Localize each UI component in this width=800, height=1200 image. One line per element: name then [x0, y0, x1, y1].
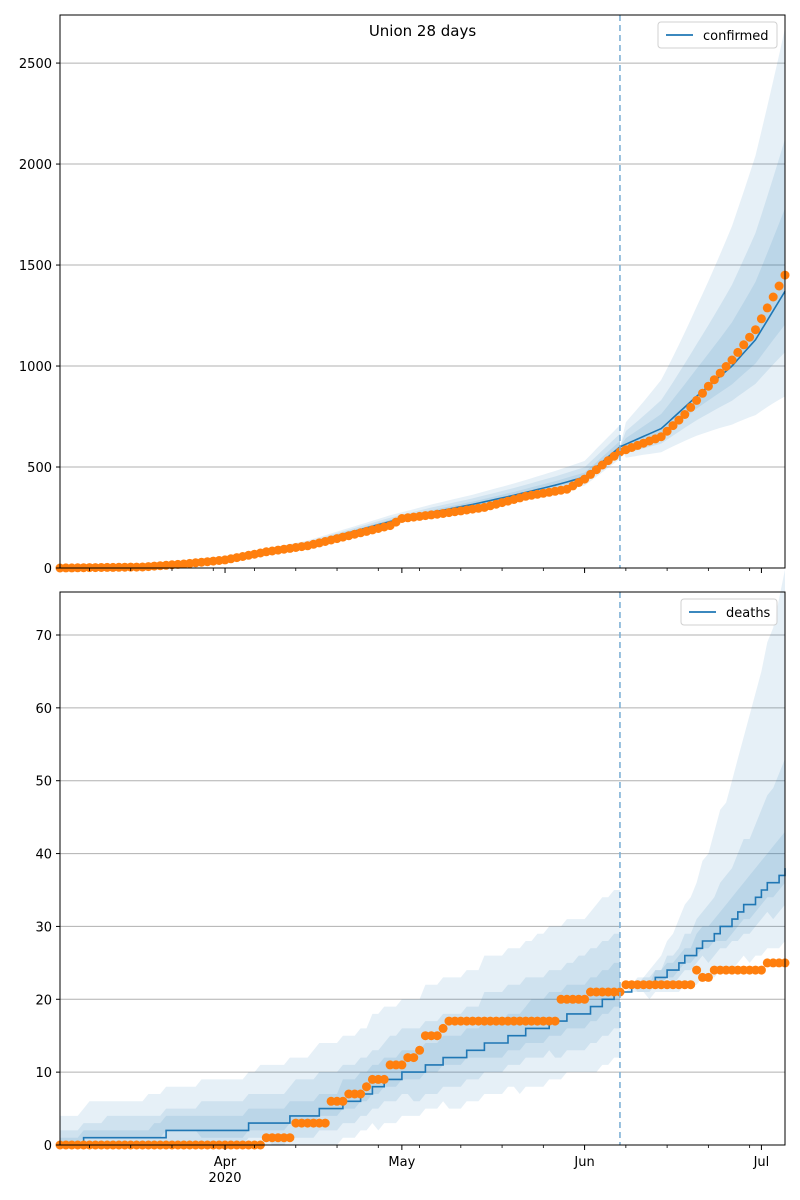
y-tick-label: 40 [35, 848, 52, 863]
x-tick-sublabel: 2020 [208, 1171, 241, 1186]
observed-point [692, 395, 702, 405]
observed-point [656, 432, 666, 442]
legend-box [657, 21, 778, 49]
y-tick-label: 0 [44, 562, 52, 577]
observed-point [379, 1074, 389, 1084]
y-tick-label: 60 [35, 702, 52, 717]
y-tick-label: 500 [27, 461, 52, 476]
observed-point [762, 303, 772, 313]
uncertainty-band-mid [620, 139, 785, 454]
observed-point [774, 281, 784, 291]
y-tick-label: 1500 [19, 259, 52, 274]
uncertainty-band-outer [620, 28, 785, 458]
observed-point [733, 347, 743, 357]
observed-point [703, 972, 713, 982]
observed-point [739, 340, 749, 350]
observed-point [751, 325, 760, 335]
observed-point [438, 1023, 448, 1033]
axes-frame [59, 591, 786, 1146]
y-tick-label: 50 [35, 775, 52, 790]
uncertainty-band-outer [620, 569, 785, 1000]
observed-point [580, 994, 590, 1004]
legend: confirmed [657, 21, 778, 49]
y-tick-label: 10 [35, 1066, 52, 1081]
observed-point [397, 1060, 407, 1070]
y-tick-label: 70 [35, 629, 52, 644]
deaths-model-line [60, 868, 786, 1146]
y-tick-label: 2000 [19, 158, 52, 173]
uncertainty-band-mid [60, 433, 620, 568]
observed-point [727, 355, 737, 365]
legend-label: deaths [726, 606, 771, 621]
observed-point [285, 1133, 295, 1143]
observed-point [745, 332, 755, 342]
observed-point [703, 381, 713, 391]
legend-box [680, 598, 778, 626]
observed-point [680, 410, 690, 419]
observed-point [756, 314, 766, 324]
legend: deaths [680, 598, 778, 626]
observed-point [432, 1031, 442, 1041]
y-tick-label: 0 [44, 1139, 52, 1154]
observed-point [709, 375, 719, 385]
observed-point [768, 292, 778, 302]
observed-point [674, 415, 684, 425]
observed-point [662, 426, 672, 436]
confirmed-axes: 0 500 1000 1500 2000 2500 Union 28 days confirm… [19, 14, 790, 577]
observed-point [362, 1082, 371, 1092]
uncertainty-band-inner [60, 441, 620, 568]
axes-frame [59, 14, 786, 569]
y-tick-label: 20 [35, 993, 52, 1008]
observed-point [338, 1096, 348, 1106]
chart-title: Union 28 days [369, 22, 477, 40]
observed-point [668, 421, 678, 431]
uncertainty-band-mid [620, 758, 785, 992]
legend-label: confirmed [703, 29, 769, 44]
x-tick-label: Jul [753, 1155, 770, 1170]
y-tick-label: 30 [35, 920, 52, 935]
observed-point [356, 1089, 366, 1099]
uncertainty-band-outer [60, 890, 620, 1145]
observed-point [409, 1053, 419, 1063]
observed-point [756, 965, 766, 975]
observed-point [692, 965, 702, 975]
observed-point [686, 402, 696, 412]
observed-point [415, 1045, 425, 1055]
y-tick-label: 1000 [19, 360, 52, 375]
y-tick-label: 2500 [19, 57, 52, 72]
uncertainty-band-inner [620, 831, 785, 992]
observed-point [715, 368, 725, 378]
observed-point [686, 980, 696, 990]
observed-point [320, 1118, 330, 1128]
x-tick-label: Jun [573, 1155, 594, 1170]
observed-point [550, 1016, 560, 1026]
observed-point [721, 362, 731, 371]
observed-point [698, 388, 707, 398]
x-tick-label: Apr [214, 1155, 237, 1170]
x-tick-label: May [388, 1155, 415, 1170]
